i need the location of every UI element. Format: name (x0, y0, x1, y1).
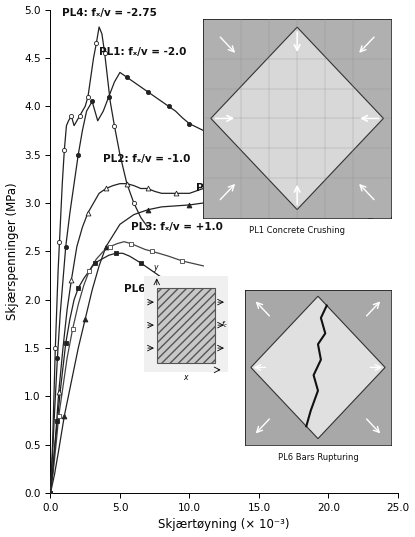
Text: PL2: fₓ/v = -1.0: PL2: fₓ/v = -1.0 (103, 154, 190, 164)
Text: PL4: fₓ/v = -2.75: PL4: fₓ/v = -2.75 (61, 9, 156, 18)
Y-axis label: Skjærspenninger (MPa): Skjærspenninger (MPa) (5, 183, 19, 320)
Text: PL5: fₓ/v = 0: PL5: fₓ/v = 0 (196, 184, 268, 193)
Text: PL3: fₓ/v = +1.0: PL3: fₓ/v = +1.0 (131, 222, 223, 232)
X-axis label: Skjærtøyning (× 10⁻³): Skjærtøyning (× 10⁻³) (159, 518, 290, 532)
Text: PL1: fₓ/v = -2.0: PL1: fₓ/v = -2.0 (99, 47, 186, 57)
Text: PL6: fₓ/v = +2.98: PL6: fₓ/v = +2.98 (124, 284, 223, 294)
